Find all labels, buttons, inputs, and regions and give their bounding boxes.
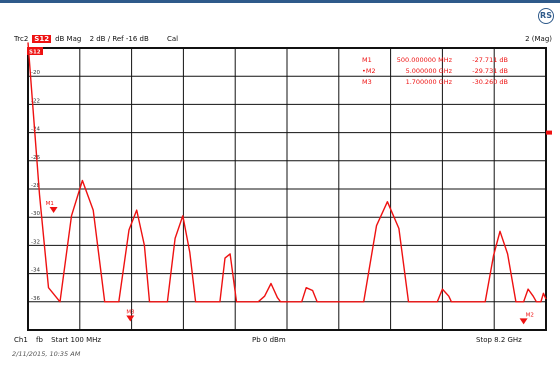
- marker-name: M1: [362, 56, 372, 64]
- y-tick-label: -36: [31, 296, 40, 302]
- trace-id-badge[interactable]: S12: [32, 35, 52, 43]
- timestamp: 2/11/2015, 10:35 AM: [12, 350, 81, 358]
- marker-row-m2: •M2 5.000000 GHz -29.731 dB: [362, 67, 508, 75]
- stop-frequency[interactable]: Stop 8.2 GHz: [476, 336, 522, 344]
- ref-level-badge: [27, 47, 43, 55]
- y-tick-label: -24: [31, 127, 40, 133]
- trace-format: dB Mag: [55, 35, 82, 43]
- marker-m1-label: M1: [46, 201, 54, 207]
- y-tick-label: -30: [31, 211, 40, 217]
- y-tick-label: -28: [31, 183, 40, 189]
- footer-left: Ch1 fb Start 100 MHz: [14, 336, 101, 344]
- trace-line: [27, 42, 547, 303]
- y-tick-label: -34: [31, 268, 40, 274]
- marker-m2-label: M2: [526, 312, 534, 318]
- source-power[interactable]: Pb 0 dBm: [252, 336, 286, 344]
- rohde-schwarz-logo-icon: RS: [538, 8, 554, 24]
- marker-m1: [49, 206, 58, 213]
- marker-freq: 1.700000 GHz: [405, 78, 452, 86]
- marker-value: -29.731 dB: [472, 67, 508, 75]
- trace-scale: 2 dB /: [89, 35, 111, 43]
- marker-m2: [519, 318, 528, 325]
- channel-label: 2 (Mag): [525, 35, 552, 43]
- marker-name: M3: [362, 78, 372, 86]
- y-tick-label: -26: [31, 155, 40, 161]
- marker-m3: [126, 315, 135, 322]
- trace-header[interactable]: Trc2 S12 dB Mag 2 dB / Ref -16 dB Cal: [14, 35, 178, 43]
- marker-row-m3: M3 1.700000 GHz -30.260 dB: [362, 78, 508, 86]
- sweep-mode: fb: [36, 336, 43, 344]
- marker-m3-label: M3: [126, 310, 135, 316]
- marker-value: -27.711 dB: [472, 56, 508, 64]
- marker-freq: 5.000000 GHz: [405, 67, 452, 75]
- start-frequency[interactable]: Start 100 MHz: [51, 336, 102, 344]
- marker-row-m1: M1 500.000000 MHz -27.711 dB: [362, 56, 508, 64]
- y-tick-label: -32: [31, 239, 40, 245]
- cal-indicator: Cal: [167, 35, 179, 43]
- y-tick-label: -20: [31, 70, 40, 76]
- marker-name: •M2: [362, 67, 376, 75]
- marker-freq: 500.000000 MHz: [396, 56, 452, 64]
- marker-value: -30.260 dB: [472, 78, 508, 86]
- ref-level-label: S12: [29, 50, 41, 56]
- right-ref-marker: [546, 130, 552, 135]
- y-tick-label: -22: [31, 98, 40, 104]
- trace-ref: Ref -16 dB: [112, 35, 149, 43]
- trace-name: Trc2: [14, 35, 29, 43]
- top-border: [0, 0, 560, 3]
- channel-id: Ch1: [14, 336, 28, 344]
